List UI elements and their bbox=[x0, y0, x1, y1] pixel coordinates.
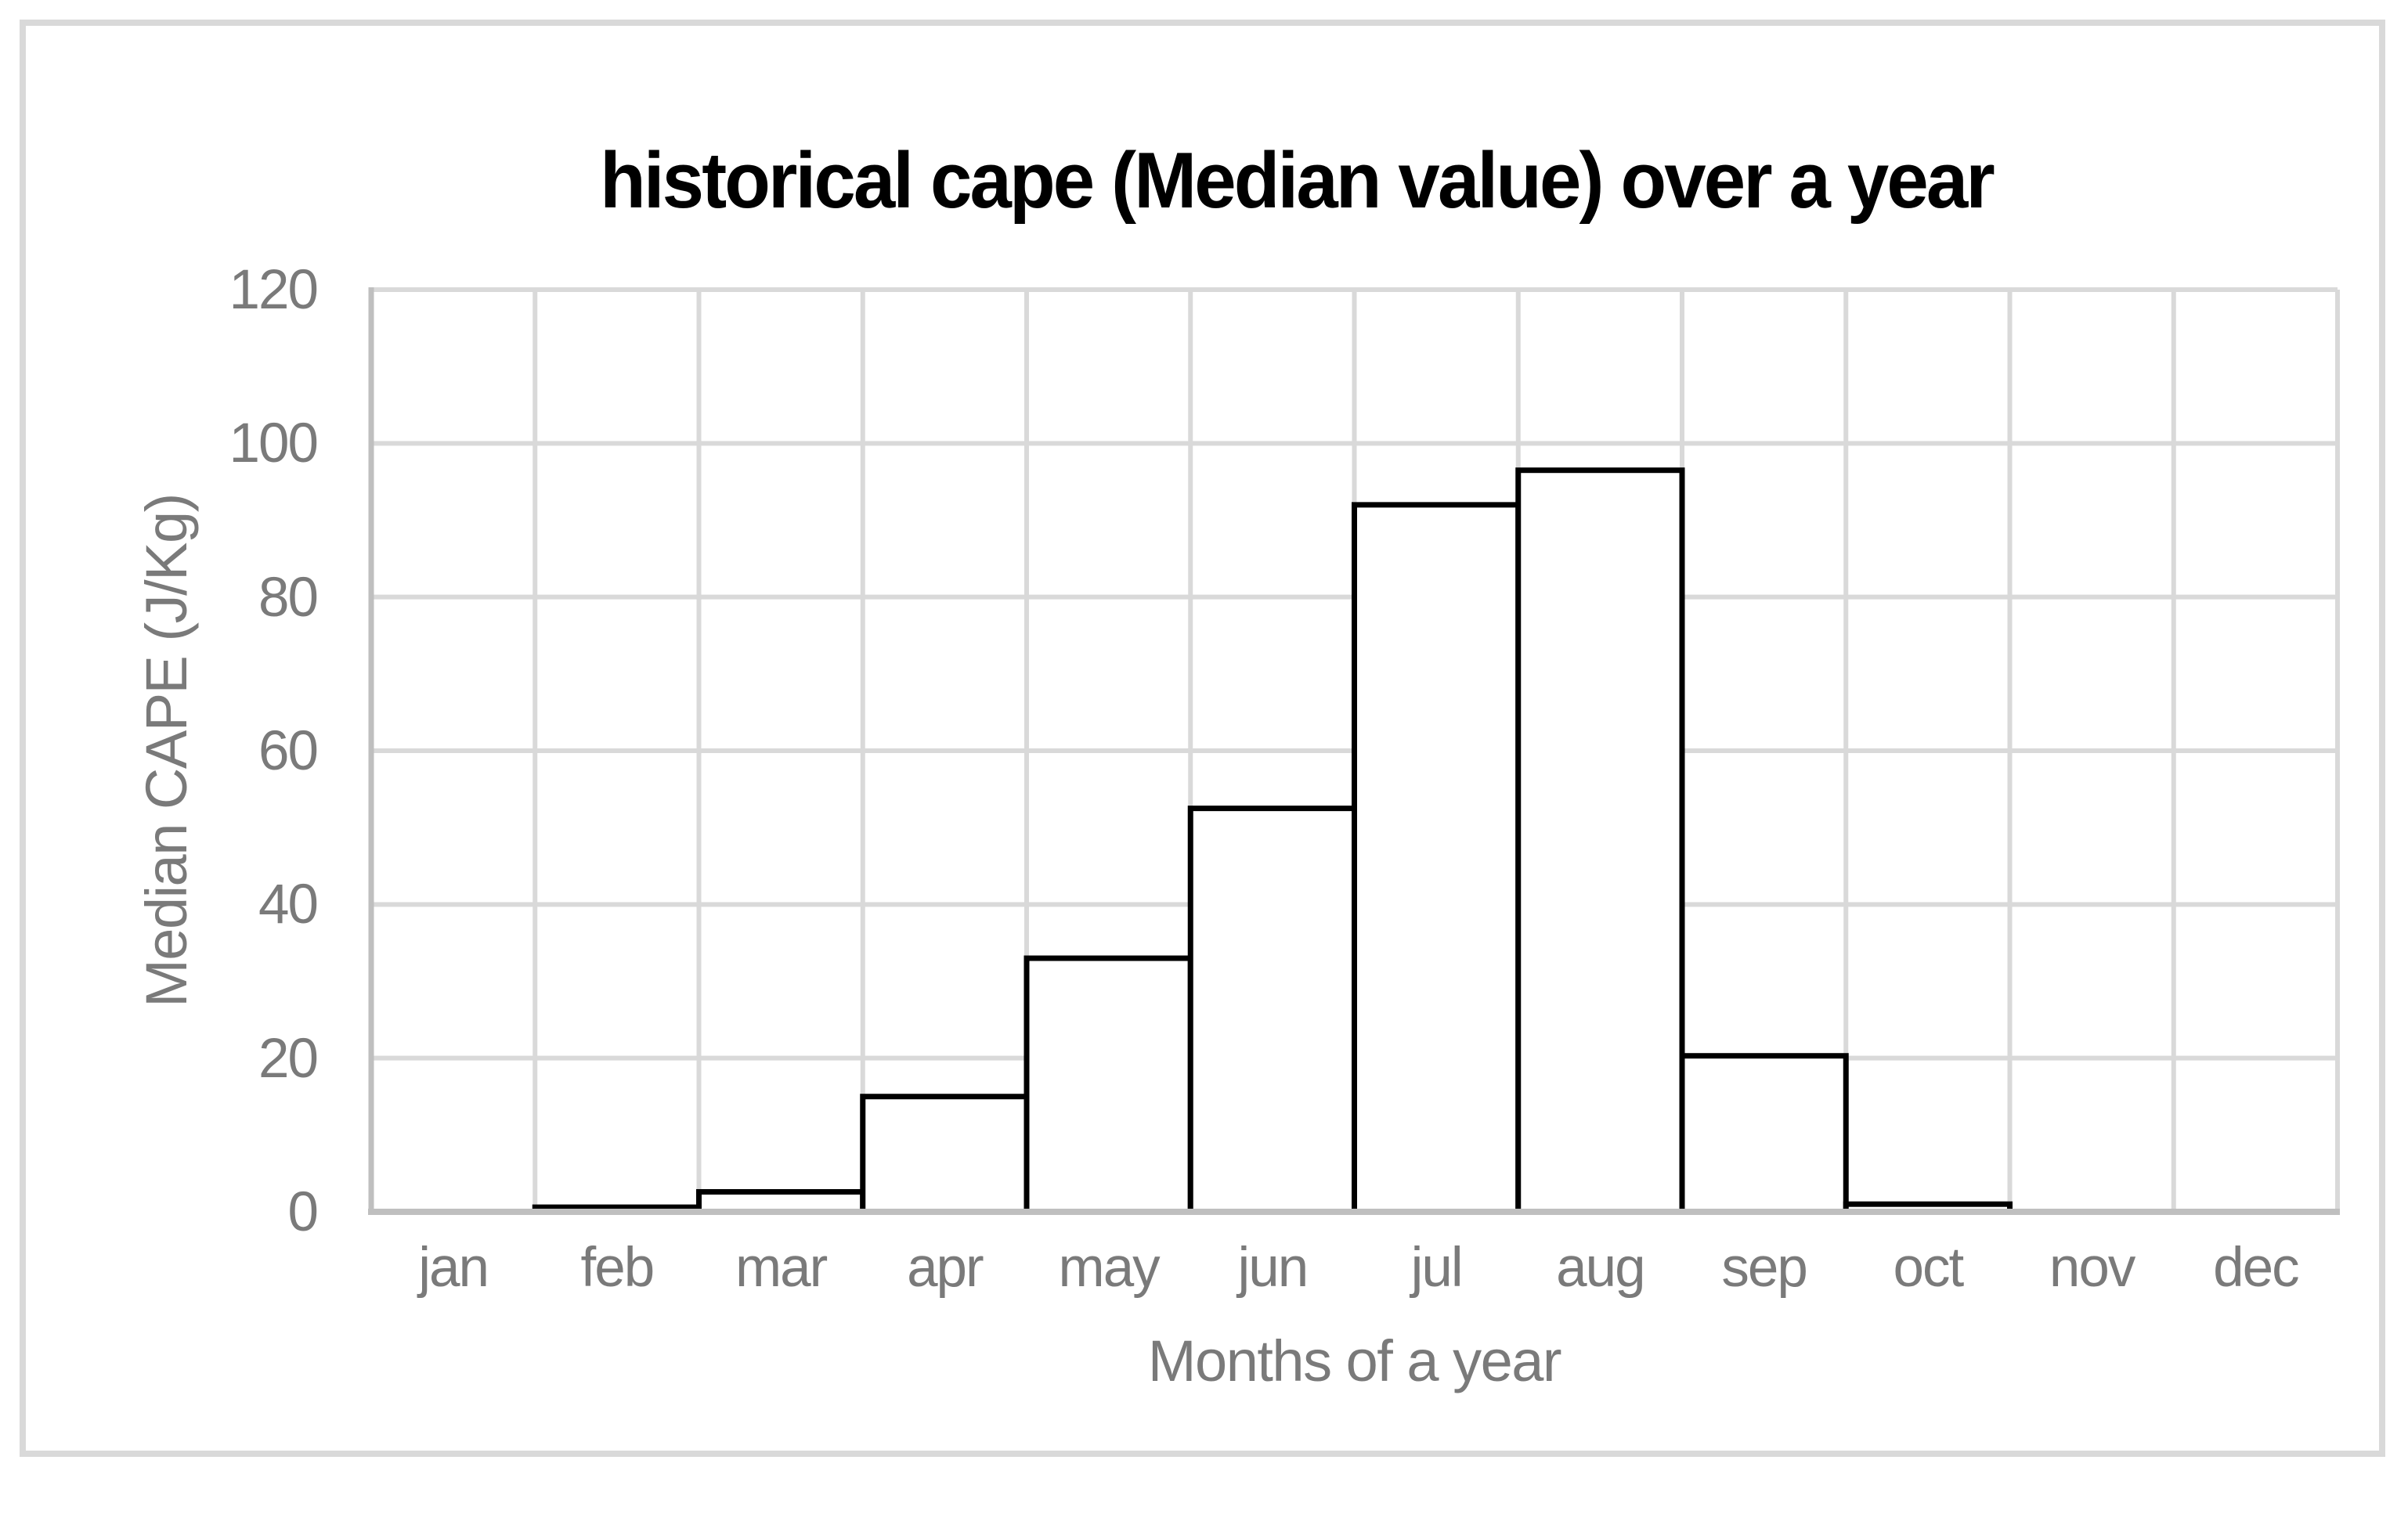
y-tick-label: 20 bbox=[258, 1027, 319, 1090]
x-tick-label-jan: jan bbox=[418, 1237, 489, 1299]
x-tick-label-jun: jun bbox=[1237, 1237, 1309, 1299]
y-tick-label: 40 bbox=[258, 874, 319, 936]
y-tick-label: 60 bbox=[258, 720, 319, 782]
x-tick-label-sep: sep bbox=[1721, 1237, 1807, 1299]
figure-frame: historical cape (Median value) over a ye… bbox=[20, 20, 2385, 1457]
chart-title: historical cape (Median value) over a ye… bbox=[600, 137, 1995, 225]
x-tick-label-may: may bbox=[1058, 1237, 1161, 1299]
y-tick-label: 100 bbox=[229, 413, 319, 475]
y-tick-label: 120 bbox=[229, 259, 319, 321]
x-tick-label-feb: feb bbox=[580, 1237, 655, 1299]
x-tick-label-mar: mar bbox=[735, 1237, 828, 1299]
bar-jul bbox=[1352, 502, 1522, 1215]
bar-jun bbox=[1187, 806, 1357, 1215]
bar-sep bbox=[1679, 1053, 1849, 1215]
x-tick-label-aug: aug bbox=[1556, 1237, 1645, 1299]
plot-area bbox=[368, 287, 2340, 1215]
x-tick-label-apr: apr bbox=[907, 1237, 984, 1299]
y-tick-label: 0 bbox=[287, 1181, 320, 1243]
bar-apr bbox=[860, 1094, 1030, 1215]
y-axis-title: Median CAPE (J/Kg) bbox=[134, 494, 199, 1008]
x-tick-label-nov: nov bbox=[2049, 1237, 2135, 1299]
y-tick-label: 80 bbox=[258, 566, 319, 629]
x-tick-label-dec: dec bbox=[2213, 1237, 2299, 1299]
x-axis-title: Months of a year bbox=[1147, 1328, 1562, 1393]
x-tick-label-jul: jul bbox=[1410, 1237, 1464, 1299]
bar-may bbox=[1023, 955, 1193, 1215]
x-tick-label-oct: oct bbox=[1893, 1237, 1965, 1299]
bar-aug bbox=[1515, 467, 1685, 1215]
